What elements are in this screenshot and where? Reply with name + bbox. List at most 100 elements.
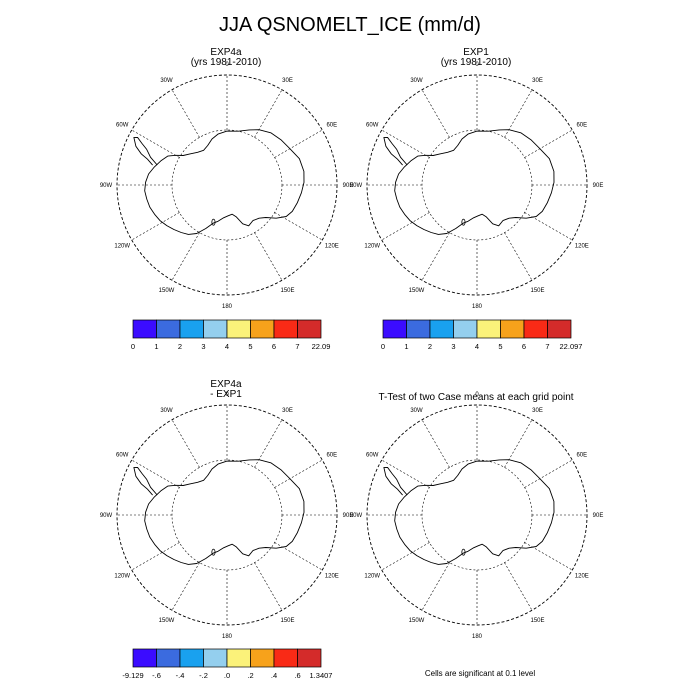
meridian-line <box>504 562 533 611</box>
colorbar-swatch <box>179 648 204 668</box>
longitude-label: 120E <box>325 574 339 580</box>
longitude-label: 60W <box>366 123 379 129</box>
longitude-label: 30E <box>282 408 293 414</box>
polar-map-exp1: 0 30E 60E 90E 120E 150E 180 150W 120W 90W 60W 30W <box>350 62 604 310</box>
colorbar-swatch <box>429 319 454 339</box>
colorbar-tick-label: .0 <box>224 671 230 680</box>
meridian-line <box>131 542 180 571</box>
longitude-label: 30W <box>160 408 173 414</box>
figure-title: JJA QSNOMELT_ICE (mm/d) <box>219 14 481 36</box>
island-outline <box>461 548 466 556</box>
latitude-circle <box>171 459 283 571</box>
meridian-line <box>254 419 283 468</box>
colorbar-tick-label: 22.097 <box>560 342 583 351</box>
meridian-line <box>381 459 430 488</box>
meridian-line <box>274 542 323 571</box>
longitude-label: 120E <box>325 244 339 250</box>
colorbar-exp1: 0 1 2 3 4 5 6 7 22.097 <box>381 319 583 351</box>
polar-map-ttest: 0 30E 60E 90E 120E 150E 180 150W 120W 90W 60W 30W <box>350 392 604 640</box>
meridian-line <box>381 212 430 241</box>
colorbar-tick-label: .2 <box>247 671 253 680</box>
colorbar-tick-label: 0 <box>381 342 385 351</box>
longitude-label: 150W <box>159 288 175 294</box>
meridian-line <box>171 562 200 611</box>
latitude-circle <box>421 129 533 241</box>
longitude-label: 60W <box>366 453 379 459</box>
longitude-label: 150W <box>159 618 175 624</box>
longitude-label: 180 <box>222 304 233 310</box>
colorbar-tick-label: 4 <box>225 342 229 351</box>
colorbar-tick-label: 2 <box>428 342 432 351</box>
colorbar-tick-label: -9.129 <box>122 671 143 680</box>
antarctica-coastline <box>394 129 555 235</box>
map-boundary-circle <box>116 404 338 626</box>
antarctica-coastline <box>144 129 305 235</box>
colorbar-tick-label: 0 <box>131 342 135 351</box>
panel-exp4a-title-line2: (yrs 1981-2010) <box>190 57 262 68</box>
meridian-line <box>524 212 573 241</box>
colorbar-tick-label: 5 <box>498 342 502 351</box>
colorbar-swatch <box>203 319 228 339</box>
panel-ttest-title: T-Test of two Case means at each grid po… <box>378 392 574 403</box>
colorbar-swatch <box>523 319 548 339</box>
longitude-label: 150W <box>409 618 425 624</box>
colorbar-tick-label: 4 <box>475 342 479 351</box>
meridian-line <box>504 419 533 468</box>
map-boundary-circle <box>116 74 338 296</box>
longitude-label: 60W <box>116 453 129 459</box>
longitude-label: 180 <box>222 634 233 640</box>
panel-exp4a-title-line1: EXP4a <box>210 47 242 58</box>
longitude-label: 180 <box>472 634 483 640</box>
longitude-label: 30W <box>160 78 173 84</box>
meridian-line <box>524 542 573 571</box>
longitude-label: 120E <box>575 574 589 580</box>
colorbar-tick-label: -.2 <box>199 671 208 680</box>
colorbar-tick-label: -.4 <box>176 671 185 680</box>
colorbar-swatch <box>156 319 181 339</box>
longitude-label: 90W <box>100 183 113 189</box>
colorbar-swatch <box>226 319 251 339</box>
colorbar-tick-label: 1.3407 <box>310 671 333 680</box>
colorbar-swatch <box>547 319 572 339</box>
longitude-label: 150E <box>530 288 544 294</box>
panel-diff-title-line2: - EXP1 <box>210 389 242 400</box>
longitude-label: 30W <box>410 78 423 84</box>
longitude-label: 0 <box>225 62 229 68</box>
colorbar-swatch <box>406 319 431 339</box>
colorbar-swatch <box>297 319 322 339</box>
meridian-line <box>504 232 533 281</box>
colorbar-swatch <box>156 648 181 668</box>
longitude-label: 60E <box>326 123 337 129</box>
longitude-label: 150W <box>409 288 425 294</box>
meridian-line <box>421 89 450 138</box>
meridian-line <box>254 562 283 611</box>
colorbar-swatch <box>226 648 251 668</box>
colorbar-swatch <box>250 648 275 668</box>
colorbar-diff: -9.129 -.6 -.4 -.2 .0 .2 .4 .6 1.3407 <box>122 648 333 680</box>
colorbar-tick-label: 1 <box>154 342 158 351</box>
longitude-label: 0 <box>475 62 479 68</box>
panel-diff-title: EXP4a - EXP1 <box>106 380 346 400</box>
polar-map-diff: 0 30E 60E 90E 120E 150E 180 150W 120W 90W 60W 30W <box>100 392 354 640</box>
colorbar-swatch <box>132 648 157 668</box>
meridian-line <box>274 212 323 241</box>
longitude-label: 30E <box>532 78 543 84</box>
antarctica-coastline <box>394 459 555 565</box>
antarctic-peninsula-outline <box>383 467 408 496</box>
panel-exp4a-title: EXP4a (yrs 1981-2010) <box>106 48 346 68</box>
longitude-label: 150E <box>280 618 294 624</box>
longitude-label: 90E <box>593 513 604 519</box>
meridian-line <box>131 212 180 241</box>
colorbar-swatch <box>453 319 478 339</box>
panel-exp1-title: EXP1 (yrs 1981-2010) <box>356 48 596 68</box>
colorbar-tick-label: 1 <box>404 342 408 351</box>
longitude-label: 60W <box>116 123 129 129</box>
meridian-line <box>274 459 323 488</box>
antarctica-coastline <box>144 459 305 565</box>
meridian-line <box>171 419 200 468</box>
longitude-label: 0 <box>475 392 479 398</box>
longitude-label: 180 <box>472 304 483 310</box>
meridian-line <box>524 459 573 488</box>
meridian-line <box>421 232 450 281</box>
